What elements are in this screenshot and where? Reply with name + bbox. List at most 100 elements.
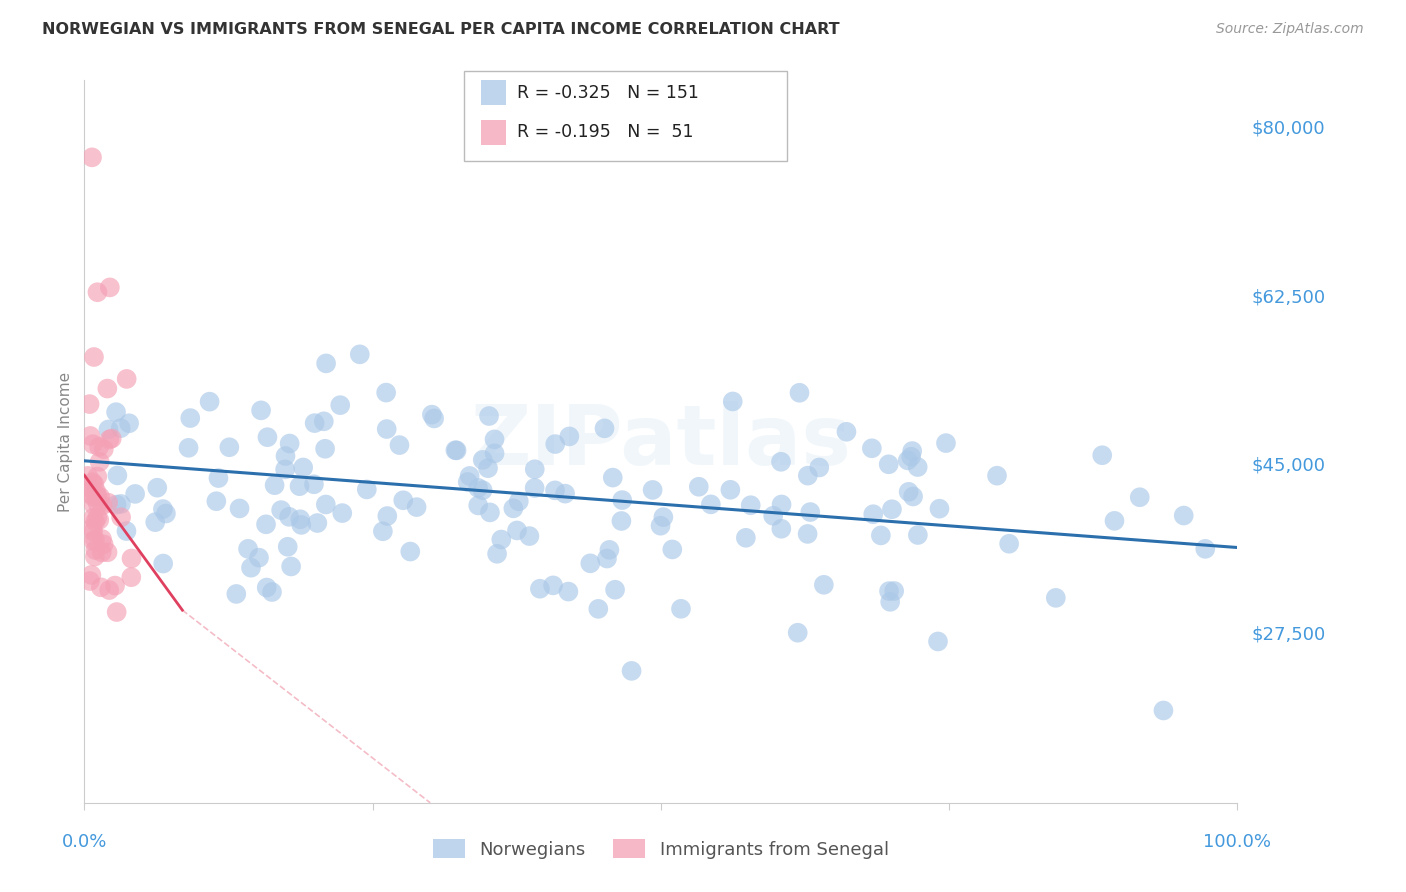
Point	[927, 634, 949, 648]
Point	[928, 501, 950, 516]
Point	[588, 602, 610, 616]
Point	[650, 518, 672, 533]
Point	[240, 560, 263, 574]
Point	[307, 516, 329, 530]
Text: $27,500: $27,500	[1251, 625, 1326, 643]
Point	[907, 528, 929, 542]
Y-axis label: Per Capita Income: Per Capita Income	[58, 371, 73, 512]
Point	[399, 544, 422, 558]
Point	[97, 496, 120, 510]
Point	[146, 481, 169, 495]
Point	[80, 568, 103, 582]
Point	[86, 484, 108, 499]
Point	[769, 455, 792, 469]
Point	[897, 453, 920, 467]
Point	[423, 411, 446, 425]
Point	[218, 440, 240, 454]
Point	[770, 498, 793, 512]
Point	[835, 425, 858, 439]
Point	[467, 481, 489, 495]
Point	[79, 397, 101, 411]
Point	[91, 498, 114, 512]
Text: NORWEGIAN VS IMMIGRANTS FROM SENEGAL PER CAPITA INCOME CORRELATION CHART: NORWEGIAN VS IMMIGRANTS FROM SENEGAL PER…	[42, 22, 839, 37]
Point	[375, 509, 398, 524]
Point	[143, 515, 166, 529]
Point	[105, 605, 128, 619]
Point	[519, 529, 541, 543]
Point	[79, 574, 101, 588]
Point	[121, 551, 143, 566]
Point	[82, 533, 104, 548]
Point	[82, 511, 104, 525]
Point	[228, 501, 250, 516]
Point	[83, 549, 105, 564]
Point	[304, 416, 326, 430]
Text: R = -0.195   N =  51: R = -0.195 N = 51	[517, 123, 695, 141]
Point	[446, 443, 468, 458]
Point	[506, 524, 529, 538]
Point	[596, 551, 619, 566]
Point	[477, 461, 499, 475]
Point	[104, 578, 127, 592]
Point	[544, 437, 567, 451]
Point	[740, 498, 762, 512]
Point	[118, 417, 141, 431]
Point	[89, 513, 111, 527]
Point	[554, 486, 576, 500]
Point	[529, 582, 551, 596]
Point	[880, 502, 903, 516]
Point	[1091, 448, 1114, 462]
Point	[579, 557, 602, 571]
Point	[371, 524, 394, 539]
Point	[541, 578, 564, 592]
Point	[860, 442, 883, 456]
Point	[620, 664, 643, 678]
Point	[278, 509, 301, 524]
Point	[96, 545, 118, 559]
Point	[315, 498, 337, 512]
Point	[86, 285, 108, 300]
Point	[83, 477, 105, 491]
Point	[290, 517, 312, 532]
Point	[762, 508, 785, 523]
Point	[90, 580, 112, 594]
Text: Source: ZipAtlas.com: Source: ZipAtlas.com	[1216, 22, 1364, 37]
Point	[177, 441, 200, 455]
Point	[877, 458, 900, 472]
Point	[612, 493, 634, 508]
Point	[98, 280, 121, 294]
Point	[270, 503, 292, 517]
Point	[314, 442, 336, 456]
Point	[789, 385, 811, 400]
Point	[82, 475, 104, 490]
Point	[700, 497, 723, 511]
Point	[110, 497, 132, 511]
Point	[82, 524, 104, 539]
Point	[998, 537, 1021, 551]
Point	[786, 625, 808, 640]
Point	[444, 443, 467, 458]
Point	[120, 570, 142, 584]
Point	[602, 470, 624, 484]
Point	[457, 475, 479, 489]
Point	[420, 408, 443, 422]
Text: ZIPatlas: ZIPatlas	[471, 401, 851, 482]
Point	[89, 455, 111, 469]
Point	[93, 537, 115, 551]
Point	[375, 385, 398, 400]
Point	[1194, 541, 1216, 556]
Point	[523, 481, 546, 495]
Point	[91, 532, 114, 546]
Point	[254, 517, 277, 532]
Point	[356, 483, 378, 497]
Legend: Norwegians, Immigrants from Senegal: Norwegians, Immigrants from Senegal	[426, 832, 896, 866]
Point	[93, 442, 115, 457]
Point	[198, 394, 221, 409]
Point	[105, 405, 128, 419]
Point	[110, 421, 132, 435]
Point	[502, 501, 524, 516]
Point	[734, 531, 756, 545]
Point	[256, 581, 278, 595]
Point	[84, 543, 107, 558]
Point	[329, 398, 352, 412]
